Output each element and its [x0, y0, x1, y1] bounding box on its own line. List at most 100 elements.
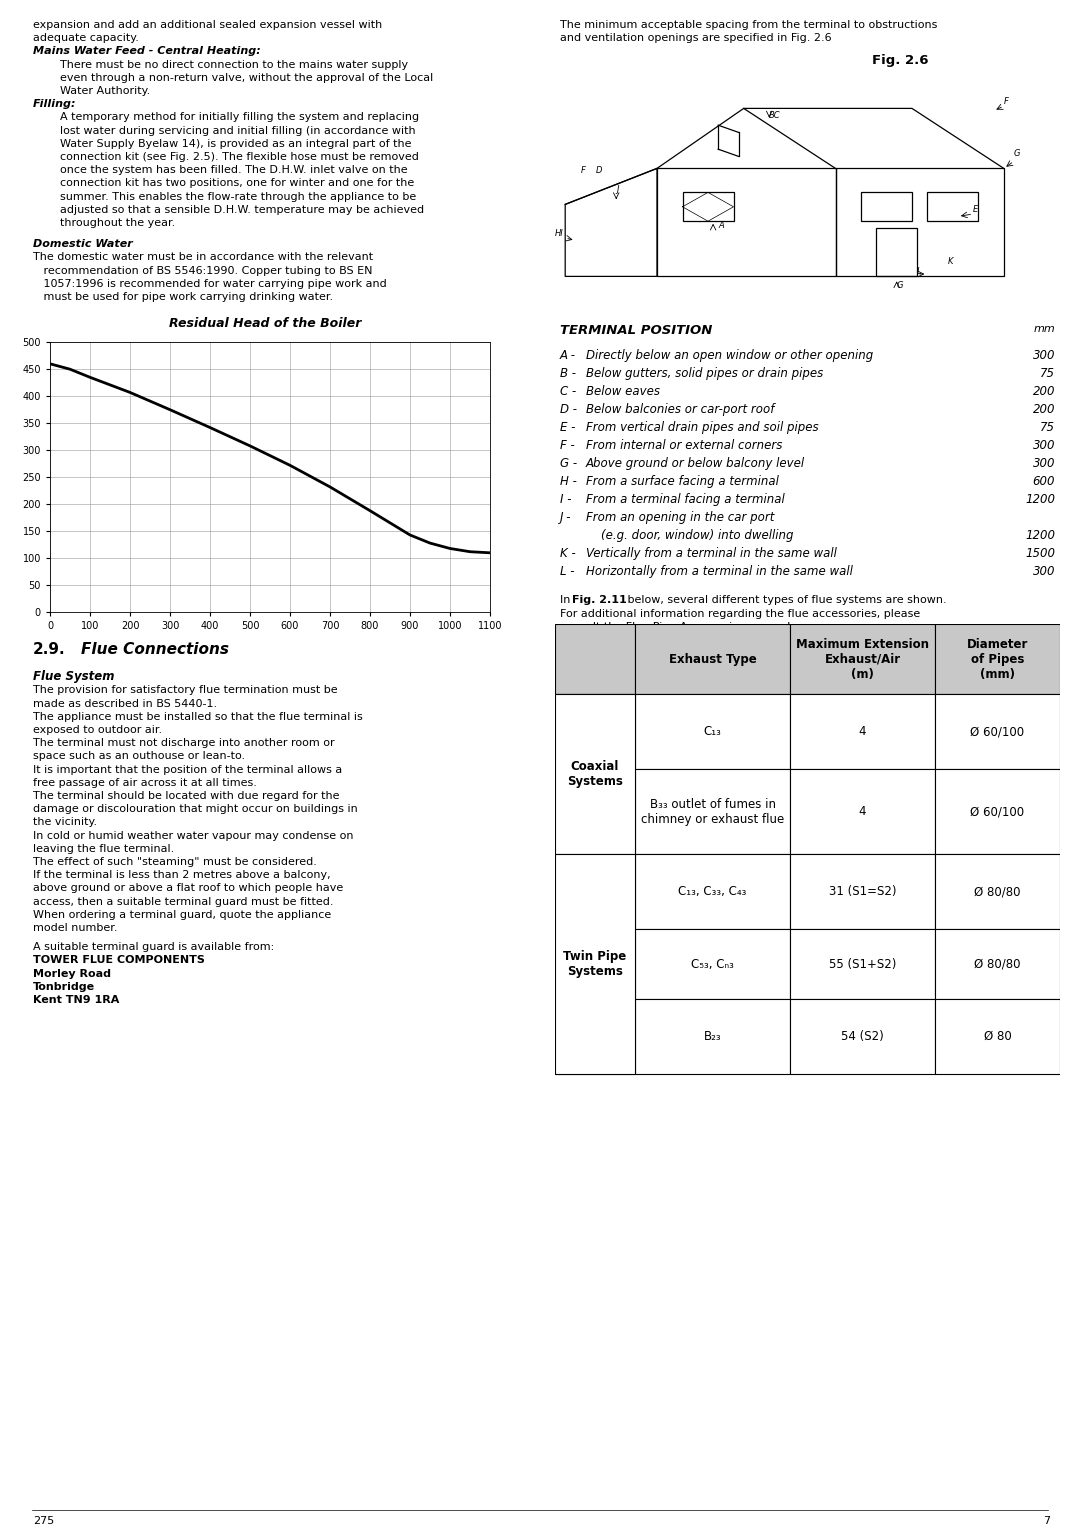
Text: From a terminal facing a terminal: From a terminal facing a terminal	[586, 494, 785, 506]
Text: access, then a suitable terminal guard must be fitted.: access, then a suitable terminal guard m…	[33, 897, 334, 906]
Text: L -: L -	[561, 565, 575, 579]
Text: 4: 4	[859, 726, 866, 738]
Text: 200: 200	[1032, 403, 1055, 417]
Text: Fig. 2.11: Fig. 2.11	[572, 596, 626, 605]
Text: 7: 7	[1043, 1516, 1050, 1526]
Text: 300: 300	[1032, 440, 1055, 452]
Bar	[555, 769, 635, 854]
Text: Below balconies or car-port roof: Below balconies or car-port roof	[586, 403, 774, 417]
Text: Fig. 2.6: Fig. 2.6	[872, 55, 928, 67]
Text: 600: 600	[1032, 475, 1055, 489]
Text: If the terminal is less than 2 metres above a balcony,: If the terminal is less than 2 metres ab…	[33, 871, 330, 880]
Text: Ø 60/100: Ø 60/100	[971, 726, 1025, 738]
Bar	[935, 854, 1059, 929]
Bar	[789, 999, 935, 1074]
Text: H -: H -	[561, 475, 577, 489]
Text: throughout the year.: throughout the year.	[60, 219, 175, 228]
Text: 75: 75	[1040, 422, 1055, 434]
Text: even through a non-return valve, without the approval of the Local: even through a non-return valve, without…	[60, 73, 433, 83]
Text: Domestic Water: Domestic Water	[33, 240, 133, 249]
Text: once the system has been filled. The D.H.W. inlet valve on the: once the system has been filled. The D.H…	[60, 165, 407, 176]
Text: B₃₃ outlet of fumes in
chimney or exhaust flue: B₃₃ outlet of fumes in chimney or exhaus…	[640, 798, 784, 825]
Text: K: K	[948, 257, 954, 266]
Text: The effect of such "steaming" must be considered.: The effect of such "steaming" must be co…	[33, 857, 316, 866]
Text: G: G	[896, 281, 903, 290]
Text: The minimum acceptable spacing from the terminal to obstructions: The minimum acceptable spacing from the …	[561, 20, 937, 31]
Text: The appliance must be installed so that the flue terminal is: The appliance must be installed so that …	[33, 712, 363, 721]
Text: summer. This enables the flow-rate through the appliance to be: summer. This enables the flow-rate throu…	[60, 191, 416, 202]
Text: When ordering a terminal guard, quote the appliance: When ordering a terminal guard, quote th…	[33, 909, 332, 920]
Text: G: G	[1014, 150, 1021, 159]
Text: lost water during servicing and initial filling (in accordance with: lost water during servicing and initial …	[60, 125, 416, 136]
Text: expansion and add an additional sealed expansion vessel with: expansion and add an additional sealed e…	[33, 20, 382, 31]
Text: recommendation of BS 5546:1990. Copper tubing to BS EN: recommendation of BS 5546:1990. Copper t…	[33, 266, 373, 275]
Bar	[935, 694, 1059, 769]
Text: 2.9.: 2.9.	[33, 642, 66, 657]
Text: Residual Head of the Boiler: Residual Head of the Boiler	[168, 318, 361, 330]
Text: Above ground or below balcony level: Above ground or below balcony level	[586, 457, 805, 471]
Text: From an opening in the car port: From an opening in the car port	[586, 512, 774, 524]
Text: From vertical drain pipes and soil pipes: From vertical drain pipes and soil pipes	[586, 422, 819, 434]
Bar	[935, 625, 1059, 694]
Text: Below gutters, solid pipes or drain pipes: Below gutters, solid pipes or drain pipe…	[586, 367, 823, 380]
Text: 54 (S2): 54 (S2)	[841, 1030, 883, 1044]
Bar	[635, 694, 789, 769]
Text: E -: E -	[561, 422, 576, 434]
Bar	[555, 929, 635, 999]
Text: C₁₃, C₃₃, C₄₃: C₁₃, C₃₃, C₄₃	[678, 885, 746, 898]
Text: must be used for pipe work carrying drinking water.: must be used for pipe work carrying drin…	[33, 292, 333, 303]
Bar	[555, 625, 635, 694]
Text: Filling:: Filling:	[33, 99, 77, 108]
Bar	[935, 999, 1059, 1074]
Text: below, several different types of flue systems are shown.: below, several different types of flue s…	[624, 596, 947, 605]
Text: free passage of air across it at all times.: free passage of air across it at all tim…	[33, 778, 257, 788]
Bar	[683, 193, 733, 222]
Text: A: A	[718, 222, 724, 231]
Text: Twin Pipe
Systems: Twin Pipe Systems	[564, 950, 626, 978]
Text: connection kit has two positions, one for winter and one for the: connection kit has two positions, one fo…	[60, 179, 415, 188]
Text: Morley Road: Morley Road	[33, 969, 111, 978]
Bar	[635, 769, 789, 854]
Bar	[555, 854, 635, 1074]
Text: made as described in BS 5440-1.: made as described in BS 5440-1.	[33, 698, 217, 709]
Text: Mains Water Feed - Central Heating:: Mains Water Feed - Central Heating:	[33, 46, 260, 57]
Text: Ø 80/80: Ø 80/80	[974, 958, 1021, 970]
Text: There must be no direct connection to the mains water supply: There must be no direct connection to th…	[60, 60, 408, 70]
Text: 1200: 1200	[1025, 529, 1055, 542]
Bar	[789, 625, 935, 694]
Bar	[635, 929, 789, 999]
Text: exposed to outdoor air.: exposed to outdoor air.	[33, 724, 162, 735]
Text: Water Supply Byelaw 14), is provided as an integral part of the: Water Supply Byelaw 14), is provided as …	[60, 139, 411, 148]
Text: and ventilation openings are specified in Fig. 2.6: and ventilation openings are specified i…	[561, 34, 832, 43]
Text: 200: 200	[1032, 385, 1055, 399]
Bar	[928, 193, 978, 222]
Bar	[555, 999, 635, 1074]
Text: 300: 300	[1032, 350, 1055, 362]
Bar	[876, 228, 917, 277]
Bar	[635, 999, 789, 1074]
Text: above ground or above a flat roof to which people have: above ground or above a flat roof to whi…	[33, 883, 343, 894]
Text: C₁₃: C₁₃	[703, 726, 721, 738]
Text: mm: mm	[1034, 324, 1055, 335]
Text: It is important that the position of the terminal allows a: It is important that the position of the…	[33, 764, 342, 775]
Text: 1500: 1500	[1025, 547, 1055, 561]
Text: From a surface facing a terminal: From a surface facing a terminal	[586, 475, 779, 489]
Text: Exhaust Type: Exhaust Type	[669, 652, 756, 666]
Bar	[789, 854, 935, 929]
Text: 1057:1996 is recommended for water carrying pipe work and: 1057:1996 is recommended for water carry…	[33, 278, 387, 289]
Text: Ø 80/80: Ø 80/80	[974, 885, 1021, 898]
Bar	[789, 769, 935, 854]
Text: Ø 80: Ø 80	[984, 1030, 1011, 1044]
Text: model number.: model number.	[33, 923, 118, 934]
Text: A suitable terminal guard is available from:: A suitable terminal guard is available f…	[33, 943, 274, 952]
Text: In cold or humid weather water vapour may condense on: In cold or humid weather water vapour ma…	[33, 831, 353, 840]
Text: 300: 300	[1032, 565, 1055, 579]
Text: the vicinity.: the vicinity.	[33, 817, 97, 827]
Text: Flue System: Flue System	[33, 671, 114, 683]
Text: J -: J -	[561, 512, 571, 524]
Bar	[935, 769, 1059, 854]
Bar	[635, 625, 789, 694]
Text: L: L	[917, 267, 921, 277]
Text: adequate capacity.: adequate capacity.	[33, 34, 139, 43]
Text: 31 (S1=S2): 31 (S1=S2)	[828, 885, 896, 898]
